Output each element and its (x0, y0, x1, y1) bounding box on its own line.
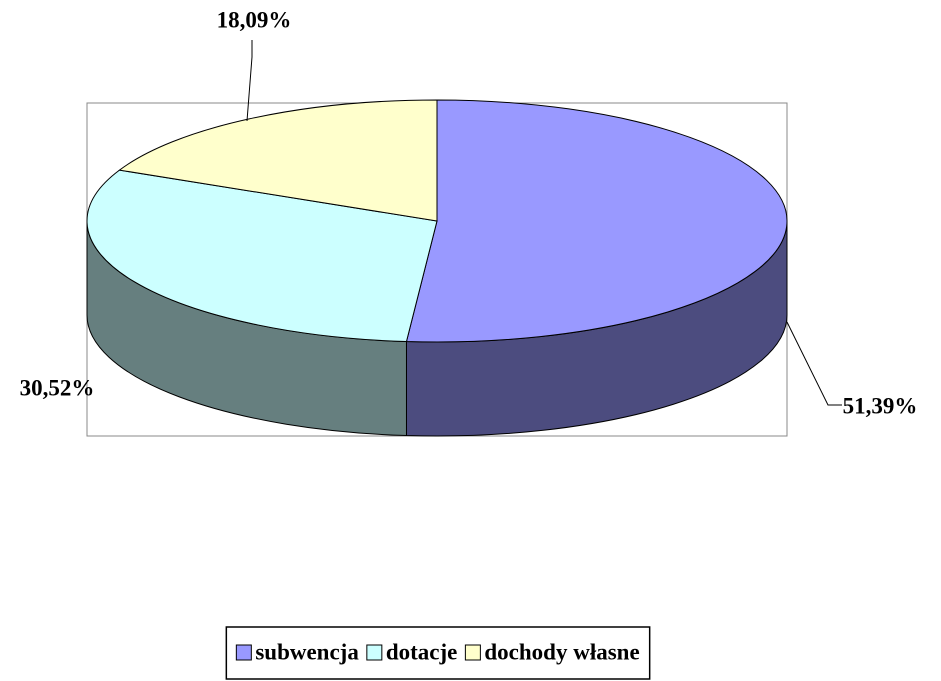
slice (118, 99, 438, 222)
legend-swatch (366, 644, 383, 661)
slice (86, 169, 438, 343)
legend-items: subwencja dotacje dochody własne (235, 639, 640, 664)
legend-swatch (235, 644, 252, 661)
legend-label: dotacje (386, 639, 458, 664)
slice (405, 99, 788, 343)
data-label: 30,52% (20, 375, 95, 400)
leader-line (786, 321, 842, 406)
data-label: 51,39% (843, 393, 918, 418)
data-label: 18,09% (217, 7, 292, 32)
legend-label: subwencja (255, 639, 359, 664)
legend-swatch (464, 644, 481, 661)
legend (225, 626, 651, 680)
leader-line (246, 40, 253, 122)
legend-label: dochody własne (484, 639, 639, 664)
